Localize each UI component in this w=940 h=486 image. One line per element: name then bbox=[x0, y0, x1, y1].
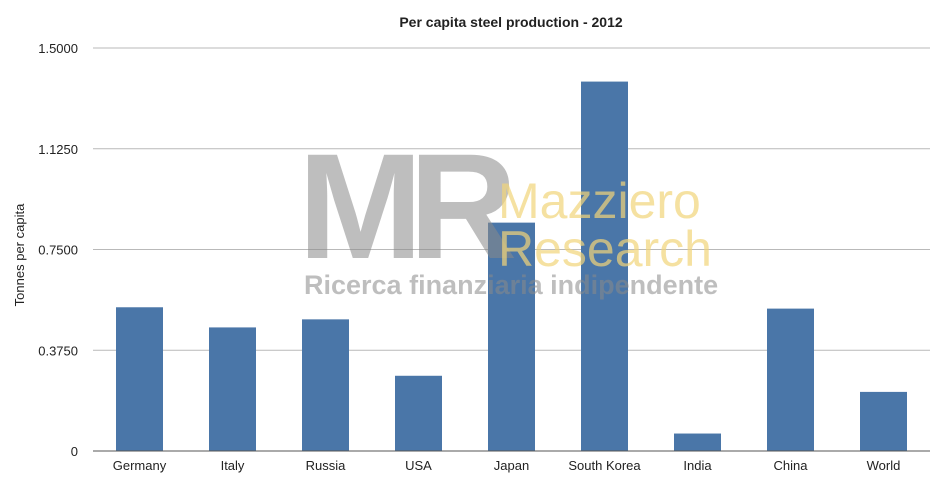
bar-japan bbox=[488, 222, 535, 451]
x-tick-label: South Korea bbox=[568, 458, 641, 473]
chart-title: Per capita steel production - 2012 bbox=[399, 14, 623, 30]
watermark-brand-line1: Mazziero bbox=[498, 173, 701, 229]
watermark-brand-line2: Research bbox=[498, 221, 712, 277]
bar-india bbox=[674, 433, 721, 451]
y-tick-label: 0.7500 bbox=[38, 243, 78, 258]
y-tick-label: 0.3750 bbox=[38, 343, 78, 358]
y-axis-title: Tonnes per capita bbox=[12, 203, 27, 306]
bar-italy bbox=[209, 327, 256, 451]
watermark-logo: MR Mazziero Research Ricerca finanziaria… bbox=[298, 122, 718, 300]
bar-usa bbox=[395, 375, 442, 451]
x-tick-label: India bbox=[683, 458, 712, 473]
bar-germany bbox=[116, 307, 163, 451]
x-tick-label: China bbox=[774, 458, 809, 473]
y-tick-label: 0 bbox=[71, 444, 78, 459]
bar-china bbox=[767, 308, 814, 451]
x-tick-label: World bbox=[867, 458, 901, 473]
x-tick-label: Germany bbox=[113, 458, 167, 473]
x-tick-label: Japan bbox=[494, 458, 529, 473]
watermark-letters: MR bbox=[298, 122, 515, 290]
x-axis-ticks: Germany Italy Russia USA Japan South Korea Ind… bbox=[113, 458, 901, 473]
y-axis-ticks: 0 0.3750 0.7500 1.1250 1.5000 bbox=[38, 41, 78, 459]
watermark-tagline: Ricerca finanziaria indipendente bbox=[304, 270, 718, 300]
bar-russia bbox=[302, 319, 349, 451]
bar-world bbox=[860, 391, 907, 451]
x-tick-label: Italy bbox=[221, 458, 245, 473]
bar-south-korea bbox=[581, 81, 628, 451]
bars bbox=[116, 81, 907, 451]
x-tick-label: Russia bbox=[306, 458, 347, 473]
y-tick-label: 1.5000 bbox=[38, 41, 78, 56]
x-tick-label: USA bbox=[405, 458, 432, 473]
y-tick-label: 1.1250 bbox=[38, 142, 78, 157]
